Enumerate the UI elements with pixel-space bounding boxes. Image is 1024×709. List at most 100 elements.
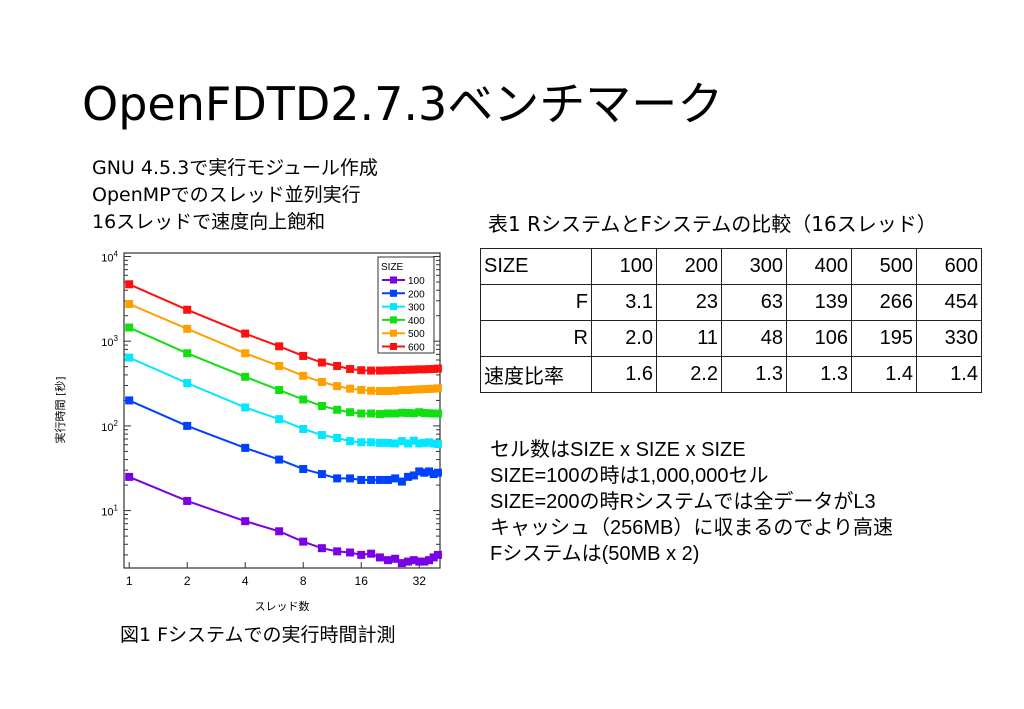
data-point-500	[429, 384, 438, 393]
data-point-600	[397, 365, 406, 374]
data-point-600	[375, 366, 384, 375]
data-point-400	[367, 409, 376, 418]
table-cell: 500	[851, 248, 917, 285]
data-point-300	[425, 438, 434, 447]
data-point-500	[299, 371, 308, 380]
table-cell: 266	[851, 284, 917, 321]
data-point-200	[275, 455, 284, 464]
bullet-3: 16スレッドで速度向上飽和	[92, 211, 326, 233]
legend-label: 100	[408, 276, 425, 287]
data-point-400	[375, 410, 384, 419]
data-point-400	[346, 408, 355, 417]
data-point-300	[409, 436, 418, 445]
data-point-100	[375, 553, 384, 562]
data-point-200	[383, 475, 392, 484]
data-point-600	[404, 365, 413, 374]
data-point-300	[375, 438, 384, 447]
data-point-100	[367, 549, 376, 558]
table-cell: 139	[786, 284, 852, 321]
table-cell: 106	[786, 320, 852, 357]
data-point-500	[397, 386, 406, 395]
x-tick-label: 4	[242, 574, 249, 588]
data-point-300	[125, 353, 134, 362]
x-tick-label: 2	[184, 574, 191, 588]
x-tick-label: 16	[355, 574, 369, 588]
y-tick-label: 102	[101, 419, 118, 434]
row-header: SIZE	[480, 248, 592, 285]
table-cell: 2.2	[656, 356, 722, 393]
legend-marker	[390, 303, 397, 311]
data-point-100	[391, 554, 400, 563]
data-point-300	[383, 438, 392, 447]
data-point-600	[183, 305, 192, 314]
data-point-200	[409, 471, 418, 480]
data-point-100	[397, 559, 406, 568]
table-title: 表1 RシステムとFシステムの比較（16スレッド）	[488, 212, 937, 236]
data-point-600	[333, 361, 342, 370]
legend-marker	[390, 276, 397, 284]
table-cell: 330	[916, 320, 982, 357]
data-point-400	[433, 409, 442, 418]
x-tick-label: 1	[126, 574, 133, 588]
data-point-100	[317, 544, 326, 553]
data-point-100	[383, 556, 392, 565]
data-point-600	[409, 365, 418, 374]
y-tick-exp: 1	[114, 504, 119, 513]
x-tick-label: 8	[300, 574, 307, 588]
data-point-300	[367, 438, 376, 447]
y-tick-exp: 3	[114, 334, 119, 343]
table-cell: 1.3	[786, 356, 852, 393]
data-point-100	[125, 472, 134, 481]
table-row: F 3.1 23 63 139 266 454	[480, 284, 982, 321]
table-row: 速度比率 1.6 2.2 1.3 1.3 1.4 1.4	[480, 356, 982, 393]
data-point-300	[346, 437, 355, 446]
data-point-500	[317, 377, 326, 386]
table-cell: 11	[656, 320, 722, 357]
legend-marker	[390, 289, 397, 297]
data-point-600	[125, 280, 134, 289]
table-cell: 23	[656, 284, 722, 321]
data-point-600	[433, 364, 442, 373]
table-row: SIZE 100 200 300 400 500 600	[480, 248, 982, 285]
slide-title: OpenFDTD2.7.3ベンチマーク	[82, 77, 724, 131]
data-point-600	[425, 365, 434, 374]
comparison-table: SIZE 100 200 300 400 500 600 F 3.1 23 63 139 266 454 R…	[480, 248, 982, 393]
table-cell: 400	[786, 248, 852, 285]
data-point-200	[415, 467, 424, 476]
data-point-200	[367, 475, 376, 484]
data-point-500	[383, 387, 392, 396]
data-point-400	[383, 409, 392, 418]
table-cell: 300	[721, 248, 787, 285]
legend-title: SIZE	[381, 262, 404, 273]
data-point-500	[275, 361, 284, 370]
table-cell: 100	[591, 248, 657, 285]
data-point-300	[420, 438, 429, 447]
data-point-100	[415, 557, 424, 566]
data-point-300	[357, 438, 366, 447]
data-point-200	[425, 467, 434, 476]
data-point-600	[299, 351, 308, 360]
data-point-500	[433, 384, 442, 393]
legend-marker	[390, 329, 397, 337]
data-point-300	[415, 439, 424, 448]
data-point-200	[241, 443, 250, 452]
data-point-200	[299, 464, 308, 473]
y-tick-label: 103	[101, 334, 118, 349]
data-point-600	[415, 365, 424, 374]
data-point-200	[420, 468, 429, 477]
data-point-600	[317, 358, 326, 367]
data-point-200	[183, 421, 192, 430]
table-cell: 48	[721, 320, 787, 357]
data-point-200	[125, 396, 134, 405]
chart-caption: 図1 Fシステムでの実行時間計測	[120, 624, 396, 646]
row-header: 速度比率	[480, 356, 592, 393]
y-axis-label: 実行時間 [秒]	[53, 376, 67, 443]
series-line-100	[128, 475, 439, 565]
data-point-200	[375, 475, 384, 484]
legend-label: 400	[408, 316, 425, 327]
data-point-600	[357, 366, 366, 375]
y-tick-base: 10	[101, 507, 113, 519]
data-point-100	[420, 557, 429, 566]
data-point-400	[299, 395, 308, 404]
data-point-300	[241, 403, 250, 412]
